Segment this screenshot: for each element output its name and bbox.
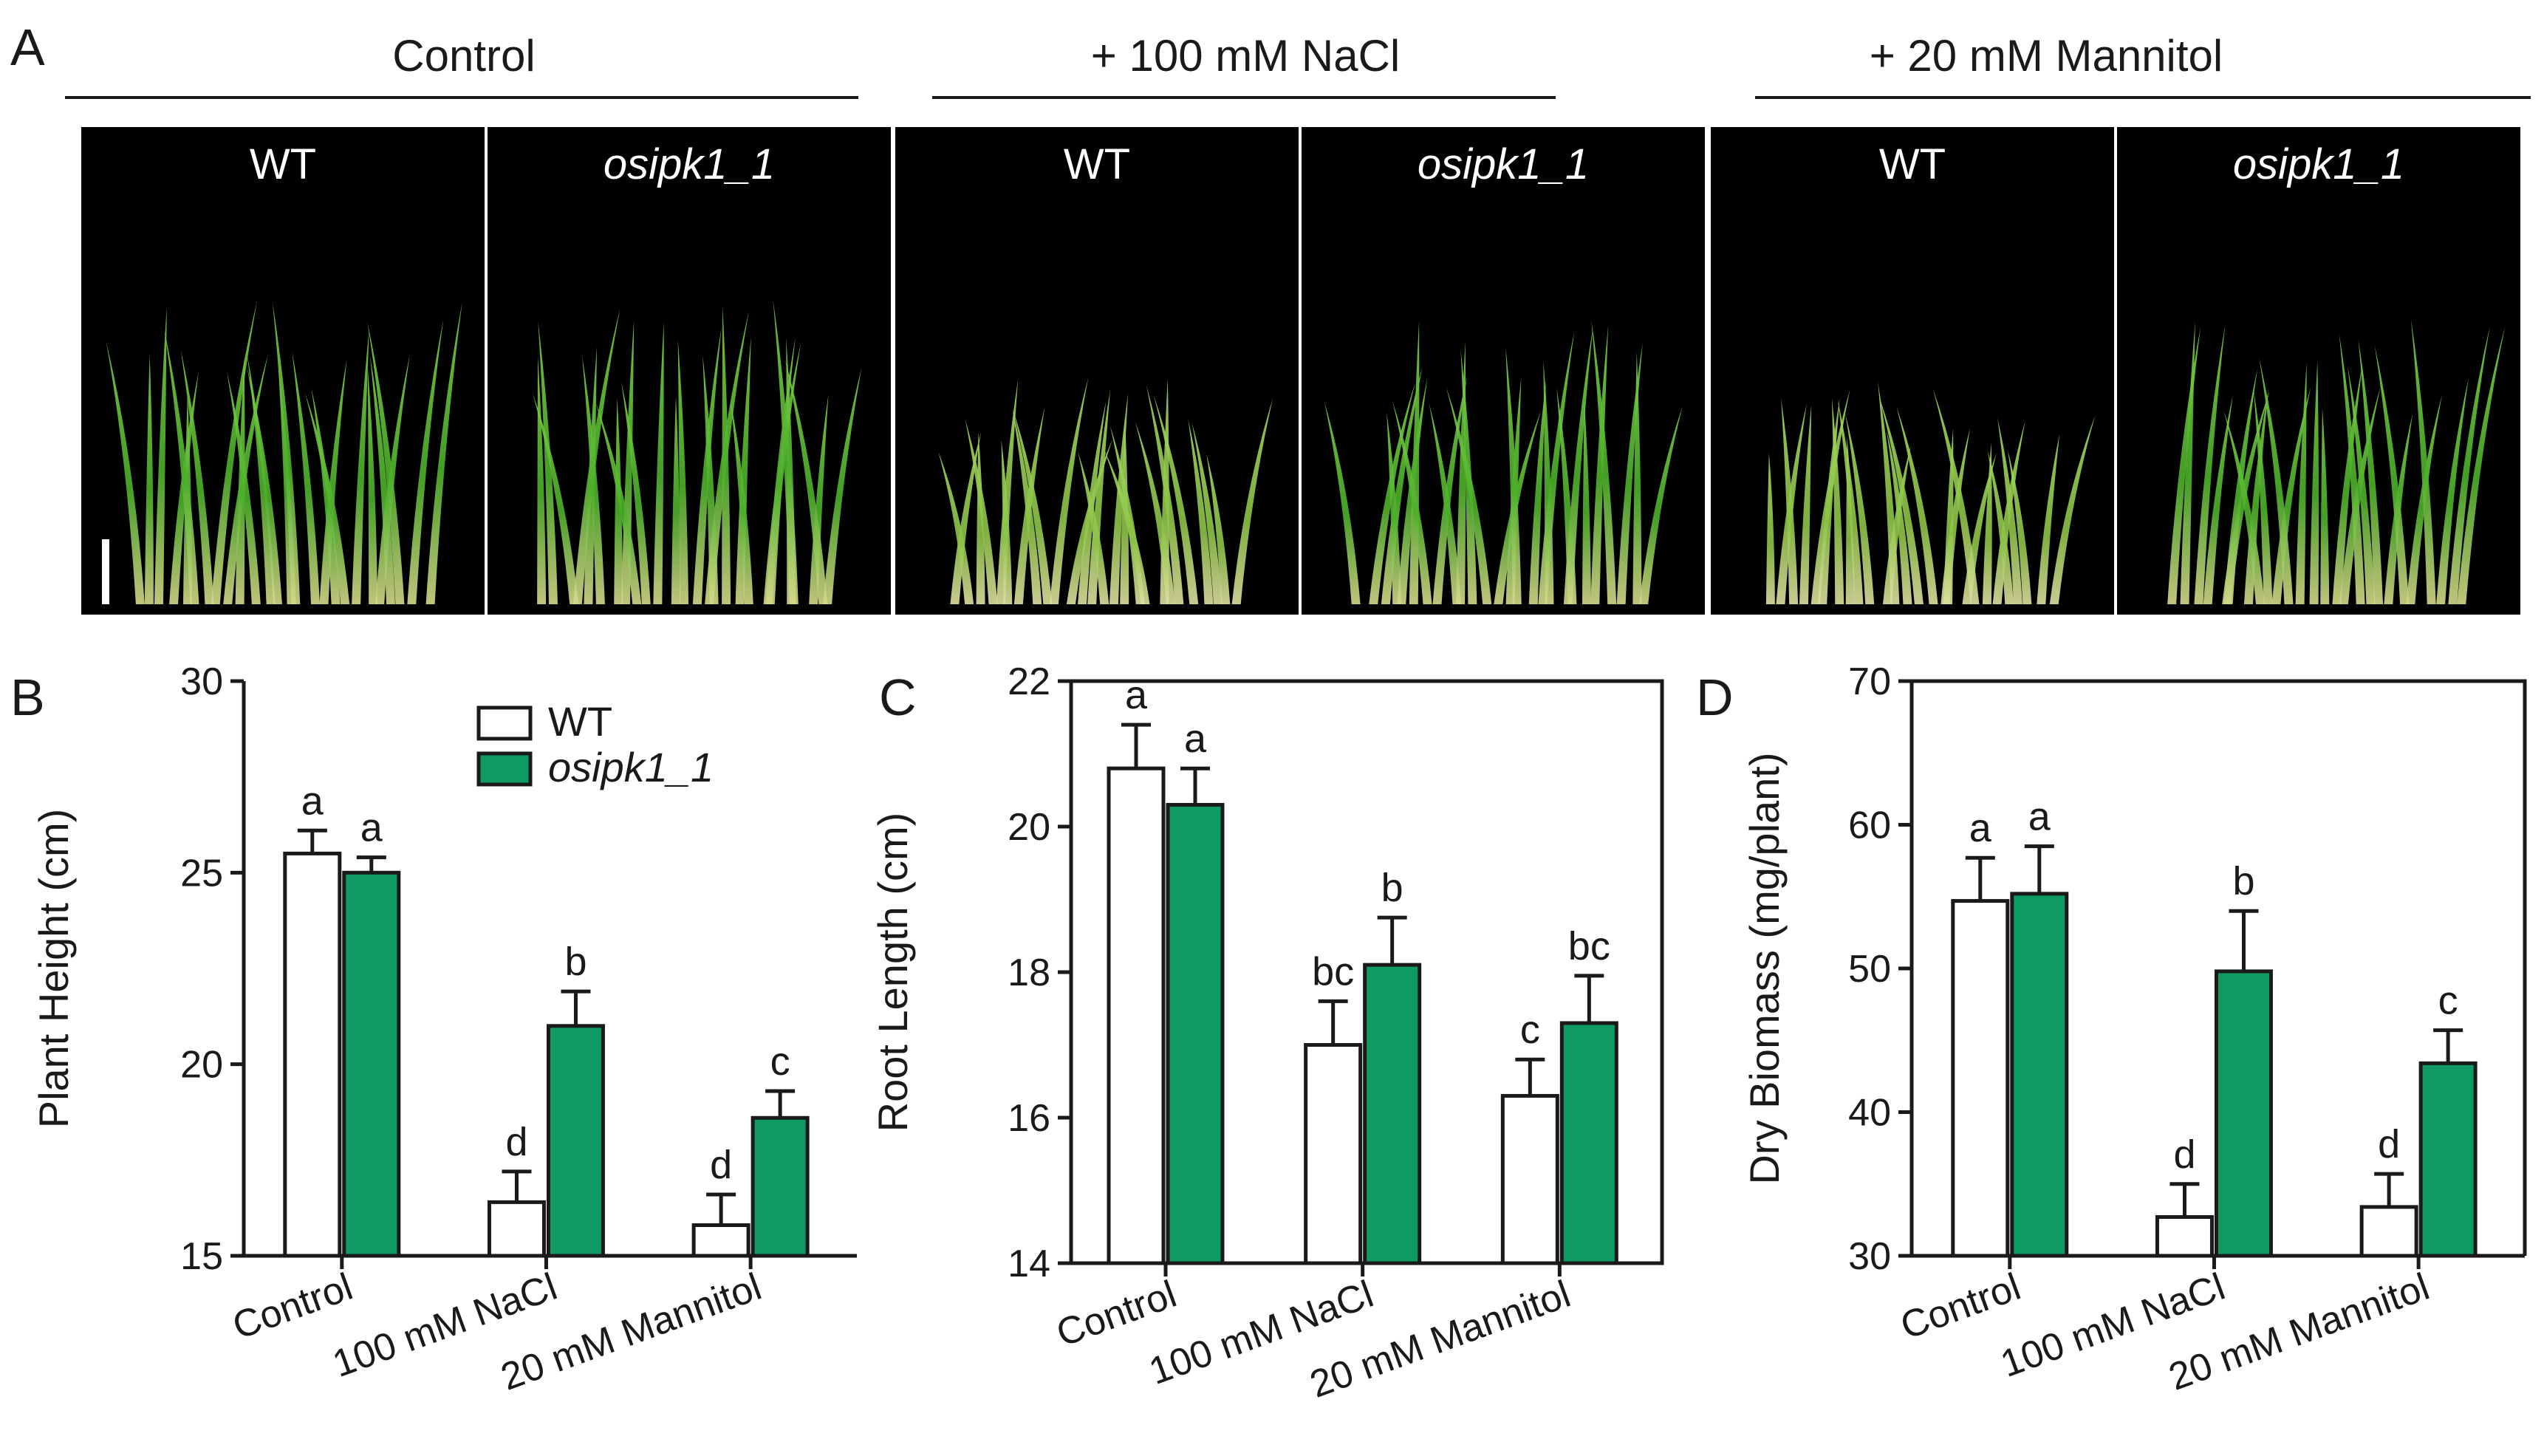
bar-wt (283, 851, 342, 1258)
y-tick-label: 30 (1848, 1235, 1891, 1278)
significance-label: b (1381, 866, 1403, 910)
significance-label: a (1184, 717, 1207, 761)
rice-seedlings (106, 300, 462, 604)
y-tick-label: 16 (1008, 1097, 1050, 1140)
y-tick-label: 18 (1008, 951, 1050, 994)
rice-seedlings (1765, 382, 2096, 604)
significance-label: b (564, 940, 587, 984)
legend-label: WT (548, 698, 612, 745)
significance-label: c (2438, 979, 2458, 1023)
rice-seedlings (938, 377, 1273, 604)
y-tick-label: 20 (1008, 806, 1050, 849)
significance-label: d (710, 1143, 732, 1187)
significance-label: d (2173, 1132, 2195, 1177)
plant-photo: WT (1711, 127, 2114, 615)
y-tick-label: 40 (1848, 1092, 1891, 1135)
photo-label: osipk1_1 (603, 140, 775, 188)
bar-wt (1304, 1043, 1363, 1265)
scale-bar (102, 539, 109, 604)
significance-label: a (2028, 795, 2051, 839)
plant-photo: WT (81, 127, 485, 615)
panel-letter-d: D (1696, 669, 1734, 726)
x-tick-label: Control (1051, 1273, 1182, 1356)
bar-osipk1-1 (1166, 802, 1225, 1265)
bar-osipk1-1 (2418, 1061, 2478, 1258)
legend-swatch (476, 705, 533, 741)
photo-label: osipk1_1 (2233, 140, 2404, 188)
y-tick-label: 25 (180, 852, 223, 895)
y-axis-title: Plant Height (cm) (30, 809, 77, 1129)
photo-label: WT (250, 140, 316, 188)
group-label: Control (392, 31, 535, 81)
rice-seedlings (2167, 318, 2506, 604)
panel-letter-c: C (879, 669, 917, 726)
y-tick-label: 60 (1848, 804, 1891, 847)
bar-osipk1-1 (546, 1024, 605, 1258)
bar-wt (1500, 1093, 1559, 1265)
chart-dry-biomass: D 30 40 50 60 70 Dry Biomass (mg/plant) a a Contr… (1696, 660, 2527, 1399)
bar-osipk1-1 (1559, 1021, 1618, 1265)
significance-label: a (301, 779, 324, 823)
significance-label: c (1520, 1008, 1540, 1052)
legend-label: osipk1_1 (548, 744, 714, 790)
group-label: + 20 mM Mannitol (1870, 31, 2223, 81)
bar-osipk1-1 (2010, 892, 2069, 1258)
panel-letter-a: A (10, 18, 45, 76)
photos: WT osipk1_1 WT osipk1_1 WT osipk1_1 (81, 127, 2520, 615)
significance-label: bc (1312, 949, 1354, 994)
y-tick-label: 14 (1008, 1243, 1050, 1285)
y-tick-label: 50 (1848, 948, 1891, 991)
plant-photo: WT (895, 127, 1299, 615)
bar-wt (1951, 899, 2010, 1258)
significance-label: a (1125, 673, 1148, 717)
photo-label: WT (1879, 140, 1946, 188)
rice-seedlings (533, 299, 862, 604)
x-tick-label: Control (1895, 1265, 2026, 1348)
photo-background (1302, 127, 1705, 615)
bar-osipk1-1 (1363, 963, 1422, 1265)
bar-osipk1-1 (2214, 969, 2273, 1258)
photo-label: WT (1064, 140, 1130, 188)
panel-letter-b: B (10, 669, 45, 726)
panel-a: A Control + 100 mM NaCl + 20 mM Mannitol W… (10, 18, 2531, 615)
group-headers: Control + 100 mM NaCl + 20 mM Mannitol (65, 31, 2531, 99)
bar-wt (1107, 766, 1166, 1265)
significance-label: bc (1568, 924, 1610, 968)
bar-osipk1-1 (342, 870, 401, 1258)
y-axis-title: Dry Biomass (mg/plant) (1741, 752, 1788, 1184)
x-tick-label: Control (228, 1265, 358, 1348)
significance-label: a (1969, 806, 1992, 850)
plant-photo: osipk1_1 (2117, 127, 2520, 615)
significance-label: a (360, 806, 383, 850)
photo-label: osipk1_1 (1418, 140, 1589, 188)
significance-label: c (770, 1039, 790, 1084)
significance-label: d (505, 1120, 527, 1164)
bar-wt (487, 1200, 546, 1258)
bar-wt (2155, 1214, 2214, 1258)
plant-photo: osipk1_1 (1302, 127, 1705, 615)
plot-frame-top-right (1912, 679, 2527, 1256)
rice-seedlings (1324, 320, 1683, 604)
significance-label: d (2378, 1122, 2400, 1166)
significance-label: b (2232, 859, 2254, 903)
y-tick-label: 22 (1008, 660, 1050, 703)
photo-background (81, 127, 485, 615)
bar-wt (691, 1223, 750, 1258)
y-tick-label: 15 (180, 1235, 223, 1278)
y-axis-title: Root Length (cm) (869, 813, 916, 1132)
group-label: + 100 mM NaCl (1091, 31, 1400, 81)
y-tick-label: 20 (180, 1044, 223, 1087)
plant-photo: osipk1_1 (488, 127, 891, 615)
y-tick-label: 70 (1848, 660, 1891, 703)
y-tick-label: 30 (180, 660, 223, 703)
bar-wt (2359, 1205, 2418, 1258)
legend-swatch (476, 751, 533, 787)
bar-osipk1-1 (750, 1115, 810, 1258)
